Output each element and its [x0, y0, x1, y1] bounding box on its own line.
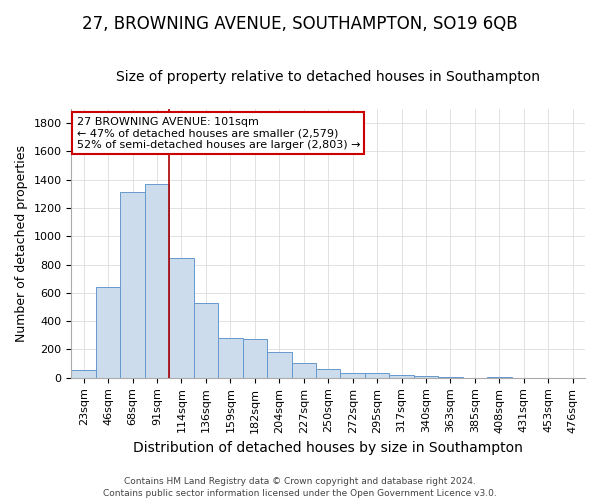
Bar	[145, 184, 169, 378]
Bar	[96, 287, 121, 378]
Bar	[438, 376, 463, 378]
Bar	[340, 373, 365, 378]
Bar	[316, 368, 340, 378]
Text: Contains HM Land Registry data © Crown copyright and database right 2024.
Contai: Contains HM Land Registry data © Crown c…	[103, 476, 497, 498]
Bar	[267, 352, 292, 378]
Bar	[194, 303, 218, 378]
Bar	[169, 258, 194, 378]
Text: 27, BROWNING AVENUE, SOUTHAMPTON, SO19 6QB: 27, BROWNING AVENUE, SOUTHAMPTON, SO19 6…	[82, 15, 518, 33]
Bar	[242, 339, 267, 378]
Y-axis label: Number of detached properties: Number of detached properties	[15, 145, 28, 342]
Title: Size of property relative to detached houses in Southampton: Size of property relative to detached ho…	[116, 70, 540, 84]
Bar	[218, 338, 242, 378]
Bar	[414, 376, 438, 378]
Bar	[292, 363, 316, 378]
Bar	[487, 376, 512, 378]
Bar	[71, 370, 96, 378]
Bar	[389, 375, 414, 378]
Bar	[365, 373, 389, 378]
Text: 27 BROWNING AVENUE: 101sqm
← 47% of detached houses are smaller (2,579)
52% of s: 27 BROWNING AVENUE: 101sqm ← 47% of deta…	[77, 117, 360, 150]
Bar	[121, 192, 145, 378]
X-axis label: Distribution of detached houses by size in Southampton: Distribution of detached houses by size …	[133, 441, 523, 455]
